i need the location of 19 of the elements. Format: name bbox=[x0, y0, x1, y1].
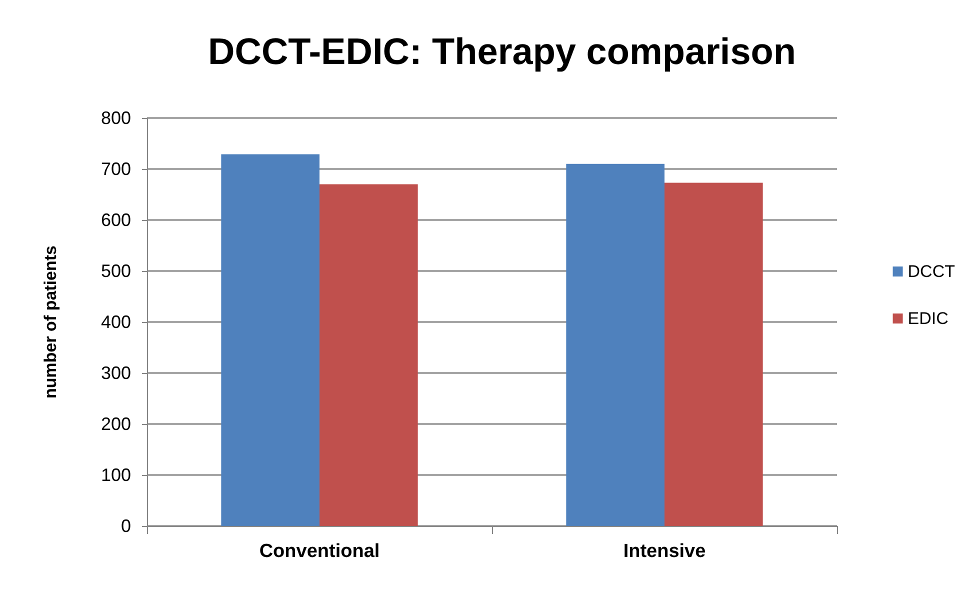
bar bbox=[221, 154, 320, 526]
bar bbox=[320, 184, 418, 526]
bar bbox=[566, 164, 664, 526]
y-tick-label: 800 bbox=[100, 108, 131, 128]
bar bbox=[664, 182, 763, 526]
legend-label: DCCT bbox=[908, 262, 956, 281]
y-tick-label: 500 bbox=[100, 261, 131, 281]
y-tick-label: 600 bbox=[100, 210, 131, 230]
x-tick-label: Conventional bbox=[259, 541, 380, 562]
x-tick-label: Intensive bbox=[623, 541, 706, 562]
y-tick-label: 300 bbox=[100, 363, 131, 383]
legend-label: EDIC bbox=[908, 309, 948, 328]
y-tick-label: 400 bbox=[100, 312, 131, 332]
y-axis-title: number of patients bbox=[41, 245, 60, 399]
y-tick-label: 100 bbox=[100, 465, 131, 485]
y-tick-label: 0 bbox=[120, 516, 131, 536]
y-tick-label: 200 bbox=[100, 414, 131, 434]
chart-title: DCCT-EDIC: Therapy comparison bbox=[208, 31, 796, 72]
y-tick-label: 700 bbox=[100, 159, 131, 179]
